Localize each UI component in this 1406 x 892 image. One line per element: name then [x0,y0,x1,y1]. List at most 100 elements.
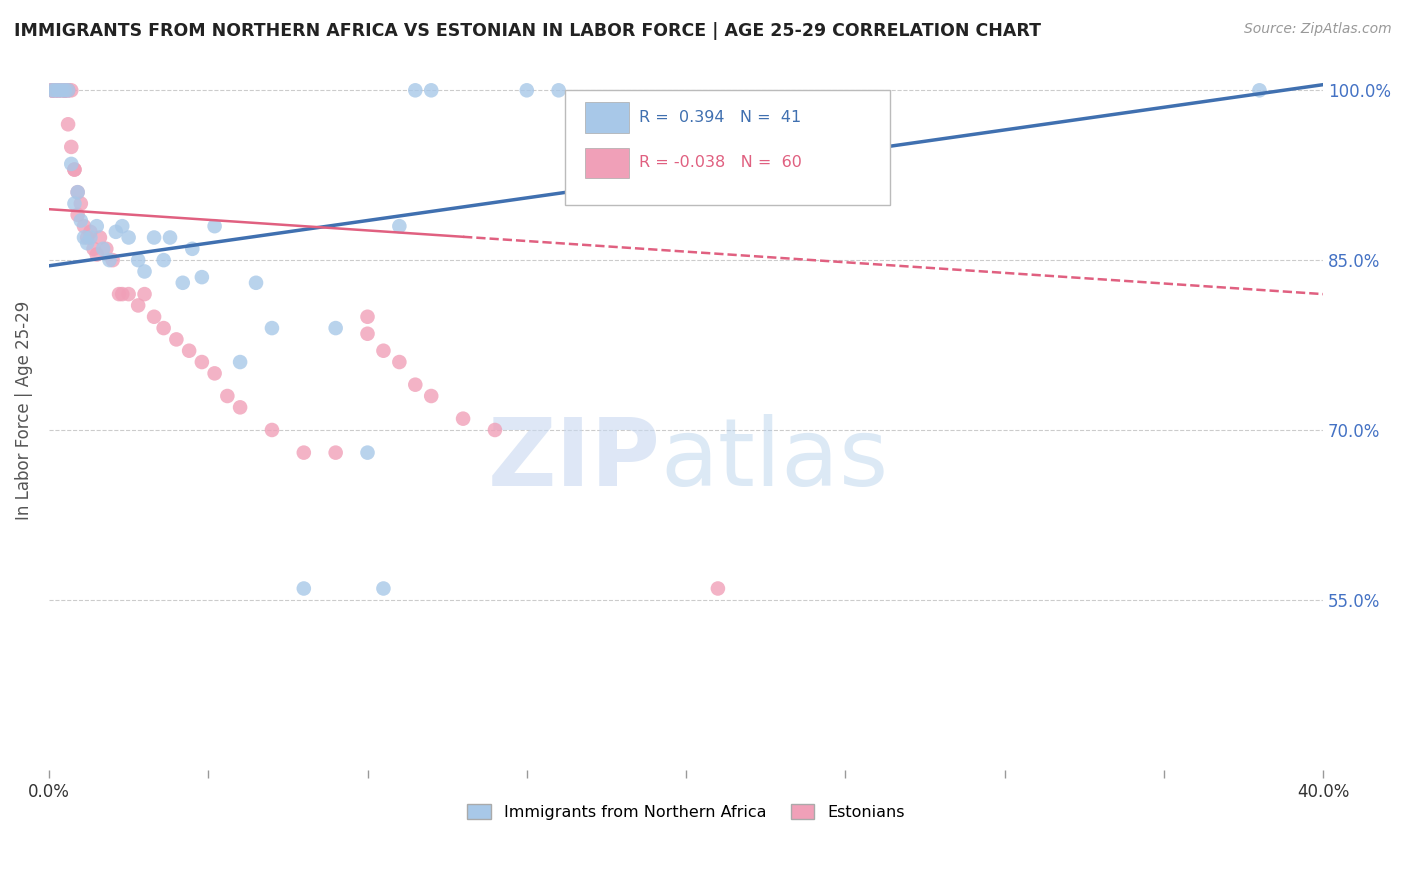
Point [547,83,569,97]
Point [292,445,315,459]
Point [53,83,76,97]
Point [79,230,101,244]
Point [53,83,76,97]
Point [165,332,187,346]
Point [373,582,395,596]
Point [41,83,63,97]
Point [76,236,98,251]
Point [51,83,73,97]
Point [404,377,426,392]
Point [484,423,506,437]
Point [181,242,204,256]
Point [134,287,156,301]
Point [89,230,111,244]
Point [191,355,214,369]
Point [51,83,73,97]
Point [79,225,101,239]
Point [60,83,83,97]
Point [69,213,91,227]
Point [388,355,411,369]
Point [44,83,66,97]
Point [76,230,98,244]
Point [63,162,86,177]
Point [56,83,79,97]
Point [204,219,226,234]
Point [111,287,134,301]
Point [41,83,63,97]
Point [420,83,443,97]
Point [41,83,63,97]
Point [117,230,139,244]
Point [73,219,96,234]
Point [53,83,76,97]
Point [179,343,201,358]
Text: Source: ZipAtlas.com: Source: ZipAtlas.com [1244,22,1392,37]
Point [404,83,426,97]
Point [44,83,66,97]
Point [1249,83,1271,97]
Point [159,230,181,244]
Point [356,326,378,341]
Point [101,253,124,268]
Point [108,287,131,301]
Point [229,401,252,415]
Point [86,219,108,234]
Point [51,83,73,97]
Point [451,411,474,425]
Point [104,225,127,239]
Point [143,230,166,244]
Point [53,83,76,97]
Point [217,389,239,403]
Point [56,117,79,131]
Point [204,367,226,381]
Text: R =  0.394   N =  41: R = 0.394 N = 41 [638,110,801,125]
Point [152,253,174,268]
Point [41,83,63,97]
Point [56,83,79,97]
Point [325,321,347,335]
FancyBboxPatch shape [565,90,890,205]
Point [516,83,538,97]
Point [69,196,91,211]
Point [96,242,118,256]
Point [91,242,114,256]
Text: R = -0.038   N =  60: R = -0.038 N = 60 [638,155,801,170]
Point [325,445,347,459]
Point [73,230,96,244]
Point [48,83,70,97]
Point [83,242,105,256]
FancyBboxPatch shape [585,148,628,178]
Point [127,253,149,268]
Point [707,582,730,596]
Point [48,83,70,97]
Point [98,253,121,268]
Point [143,310,166,324]
Point [66,208,89,222]
Point [420,389,443,403]
Point [127,298,149,312]
Point [134,264,156,278]
Point [356,310,378,324]
Point [66,185,89,199]
Point [44,83,66,97]
Point [152,321,174,335]
Point [53,83,76,97]
Point [66,185,89,199]
Point [388,219,411,234]
FancyBboxPatch shape [585,103,628,133]
Point [63,196,86,211]
Y-axis label: In Labor Force | Age 25-29: In Labor Force | Age 25-29 [15,301,32,520]
Point [260,423,283,437]
Point [56,83,79,97]
Point [117,287,139,301]
Text: ZIP: ZIP [488,415,661,507]
Point [48,83,70,97]
Point [60,157,83,171]
Text: atlas: atlas [661,415,889,507]
Point [260,321,283,335]
Point [292,582,315,596]
Point [63,162,86,177]
Point [41,83,63,97]
Point [172,276,194,290]
Point [44,83,66,97]
